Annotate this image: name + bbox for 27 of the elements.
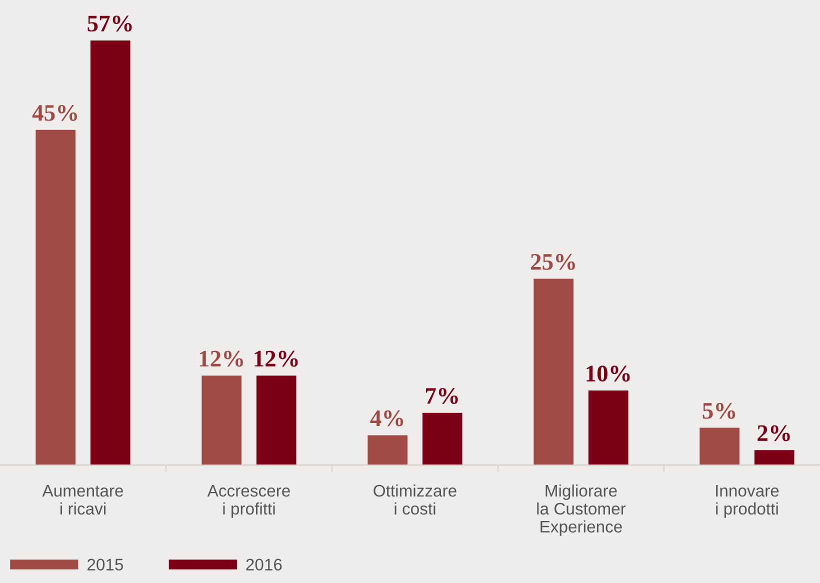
bar [90,40,130,465]
data-label: 45% [32,104,78,121]
data-label: 5% [702,402,736,419]
data-label: 12% [254,350,298,367]
x-tick-label: Ottimizzare i costi [374,484,456,515]
x-tick-label: Aumentare i ricavi [42,485,124,515]
x-tick-label: Accrescere i profitti [207,485,290,518]
data-label: 25% [530,254,575,270]
bar [754,450,794,465]
x-tick-label: Migliorare la Customer Experience [537,484,626,536]
data-label: 4% [370,410,404,426]
bar [534,278,574,465]
data-label: 12% [200,350,243,367]
data-label: 10% [586,366,630,382]
bar [368,435,408,465]
legend-label: 2015 [88,558,124,571]
data-label: 7% [426,388,458,404]
bar [422,412,462,465]
legend-label: 2016 [246,558,282,571]
data-label: 2% [758,425,790,442]
x-tick-label: Innovare i prodotti [716,485,779,518]
bar [588,390,628,465]
bar [256,376,296,465]
bar [700,428,740,465]
bar [36,130,76,465]
bar [202,376,242,465]
data-label: 57% [88,16,132,32]
